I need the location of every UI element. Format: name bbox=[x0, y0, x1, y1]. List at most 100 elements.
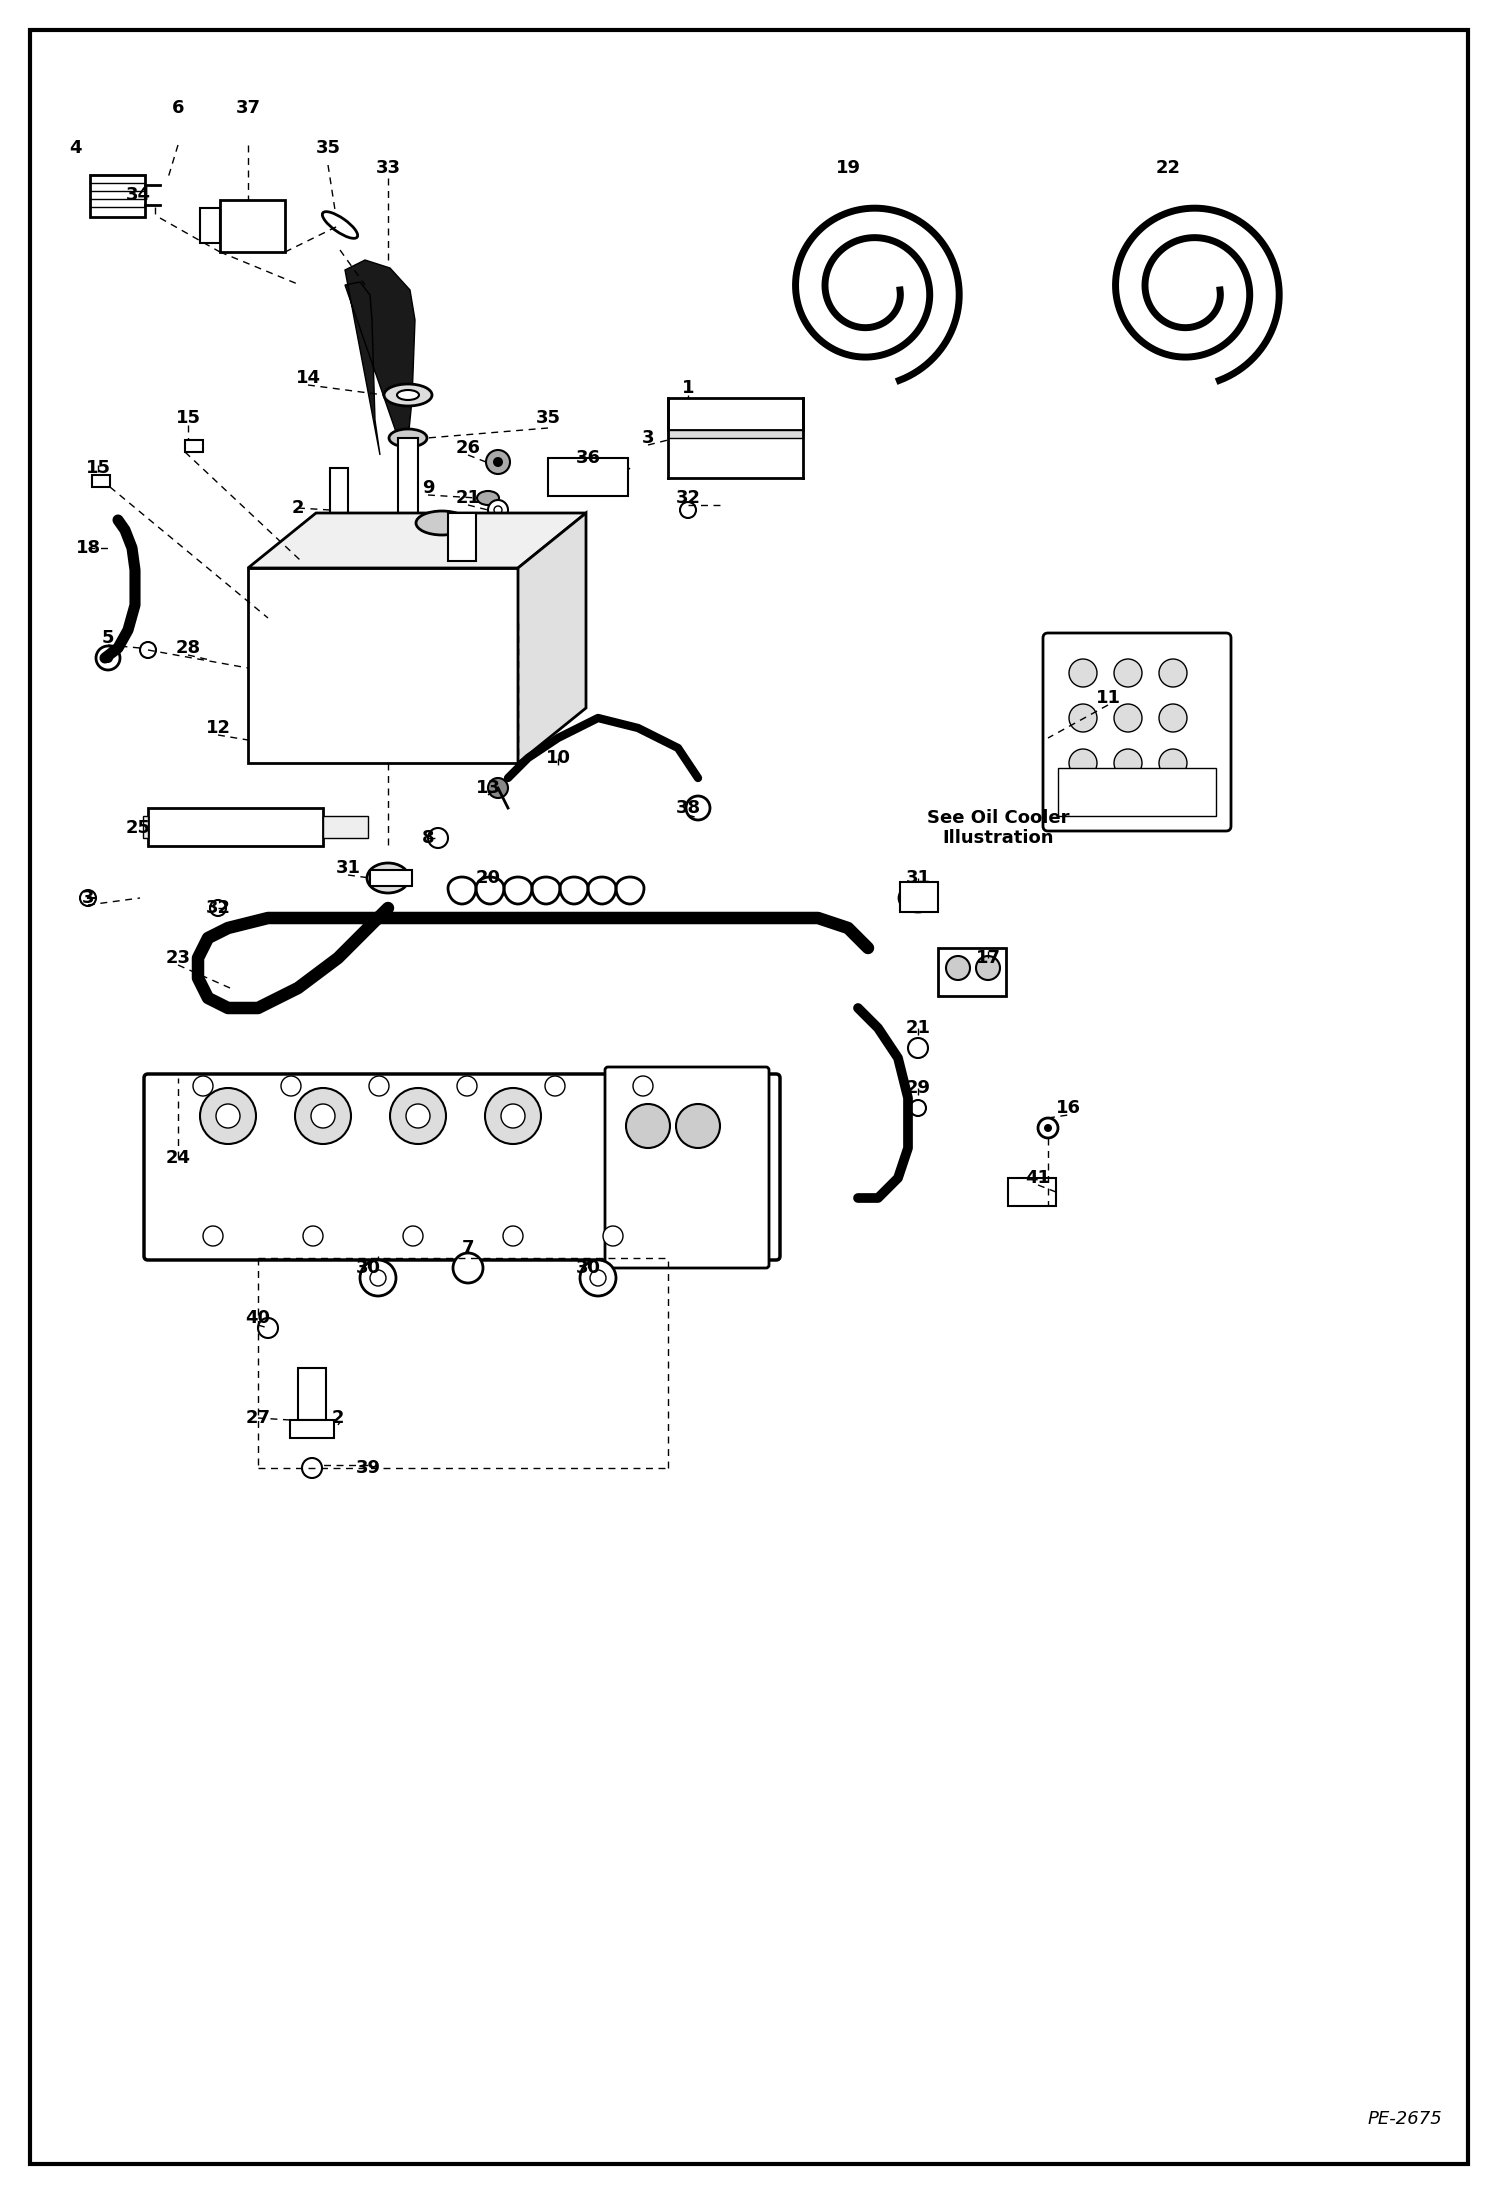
Circle shape bbox=[1115, 704, 1141, 733]
Ellipse shape bbox=[476, 491, 499, 505]
Bar bbox=[330, 467, 348, 577]
Circle shape bbox=[1044, 1123, 1052, 1132]
Text: 41: 41 bbox=[1026, 1169, 1050, 1187]
Circle shape bbox=[79, 891, 96, 906]
Polygon shape bbox=[249, 513, 586, 568]
Text: 11: 11 bbox=[1095, 689, 1121, 706]
Circle shape bbox=[503, 1226, 523, 1246]
Text: 3: 3 bbox=[641, 430, 655, 448]
Text: 32: 32 bbox=[205, 900, 231, 917]
Circle shape bbox=[947, 957, 971, 981]
Text: 31: 31 bbox=[905, 869, 930, 886]
Bar bbox=[184, 441, 204, 452]
FancyBboxPatch shape bbox=[144, 1075, 780, 1259]
Text: 31: 31 bbox=[336, 860, 361, 878]
Text: 39: 39 bbox=[355, 1459, 380, 1477]
Ellipse shape bbox=[416, 511, 467, 535]
Circle shape bbox=[1070, 748, 1097, 777]
Text: 15: 15 bbox=[85, 459, 111, 476]
Circle shape bbox=[201, 1088, 256, 1143]
Ellipse shape bbox=[322, 211, 358, 239]
Circle shape bbox=[360, 1259, 395, 1297]
Bar bbox=[1058, 768, 1216, 816]
Bar bbox=[148, 807, 324, 847]
Text: 2: 2 bbox=[292, 498, 304, 518]
Text: 27: 27 bbox=[246, 1409, 271, 1426]
Text: 20: 20 bbox=[475, 869, 500, 886]
Circle shape bbox=[626, 1104, 670, 1147]
Text: 24: 24 bbox=[165, 1150, 190, 1167]
Bar bbox=[900, 882, 938, 913]
Text: 4: 4 bbox=[69, 138, 81, 158]
Circle shape bbox=[1159, 704, 1186, 733]
Text: 6: 6 bbox=[172, 99, 184, 116]
Circle shape bbox=[488, 779, 508, 799]
Text: 2: 2 bbox=[331, 1409, 345, 1426]
Bar bbox=[938, 948, 1007, 996]
Text: 1: 1 bbox=[682, 380, 694, 397]
Circle shape bbox=[485, 1088, 541, 1143]
Circle shape bbox=[494, 507, 502, 513]
Circle shape bbox=[389, 1088, 446, 1143]
Text: PE-2675: PE-2675 bbox=[1368, 2111, 1443, 2128]
Bar bbox=[398, 439, 418, 518]
Circle shape bbox=[295, 1088, 351, 1143]
Circle shape bbox=[676, 1104, 721, 1147]
Text: 35: 35 bbox=[316, 138, 340, 158]
Text: 35: 35 bbox=[535, 408, 560, 428]
Text: 9: 9 bbox=[422, 478, 434, 498]
Circle shape bbox=[210, 900, 226, 917]
Text: 16: 16 bbox=[1056, 1099, 1080, 1117]
Text: 8: 8 bbox=[422, 829, 434, 847]
Bar bbox=[291, 1420, 334, 1437]
Bar bbox=[220, 200, 285, 252]
Circle shape bbox=[103, 654, 112, 663]
Circle shape bbox=[428, 827, 448, 849]
Text: 21: 21 bbox=[455, 489, 481, 507]
Circle shape bbox=[258, 1319, 279, 1338]
Text: 33: 33 bbox=[376, 158, 400, 178]
Circle shape bbox=[1159, 658, 1186, 687]
Circle shape bbox=[303, 1459, 322, 1479]
Text: 19: 19 bbox=[836, 158, 860, 178]
Text: 18: 18 bbox=[75, 540, 100, 557]
Polygon shape bbox=[345, 261, 415, 454]
Circle shape bbox=[96, 645, 120, 669]
Bar bbox=[249, 568, 518, 764]
Circle shape bbox=[457, 1075, 476, 1097]
Circle shape bbox=[403, 1226, 422, 1246]
Ellipse shape bbox=[389, 430, 427, 448]
Circle shape bbox=[369, 1075, 389, 1097]
Text: 21: 21 bbox=[905, 1018, 930, 1038]
Circle shape bbox=[193, 1075, 213, 1097]
Bar bbox=[298, 1369, 327, 1420]
Bar bbox=[668, 397, 803, 430]
Circle shape bbox=[216, 1104, 240, 1128]
Ellipse shape bbox=[397, 391, 419, 399]
Ellipse shape bbox=[899, 884, 938, 913]
Bar bbox=[142, 816, 148, 838]
Text: 3: 3 bbox=[82, 889, 94, 906]
Text: 37: 37 bbox=[235, 99, 261, 116]
Circle shape bbox=[204, 1226, 223, 1246]
Text: 17: 17 bbox=[975, 950, 1001, 968]
Circle shape bbox=[634, 1075, 653, 1097]
Circle shape bbox=[580, 1259, 616, 1297]
Text: 34: 34 bbox=[126, 186, 150, 204]
Bar bbox=[1008, 1178, 1056, 1207]
Bar bbox=[90, 176, 145, 217]
Text: 38: 38 bbox=[676, 799, 701, 816]
Polygon shape bbox=[518, 513, 586, 764]
Circle shape bbox=[139, 643, 156, 658]
Circle shape bbox=[485, 450, 509, 474]
Bar bbox=[448, 513, 476, 562]
Text: 30: 30 bbox=[575, 1259, 601, 1277]
Text: 28: 28 bbox=[175, 638, 201, 656]
Circle shape bbox=[303, 1226, 324, 1246]
Circle shape bbox=[1038, 1119, 1058, 1139]
Circle shape bbox=[406, 1104, 430, 1128]
FancyBboxPatch shape bbox=[1043, 634, 1231, 832]
Circle shape bbox=[977, 957, 1001, 981]
Circle shape bbox=[1115, 748, 1141, 777]
Circle shape bbox=[909, 1099, 926, 1117]
